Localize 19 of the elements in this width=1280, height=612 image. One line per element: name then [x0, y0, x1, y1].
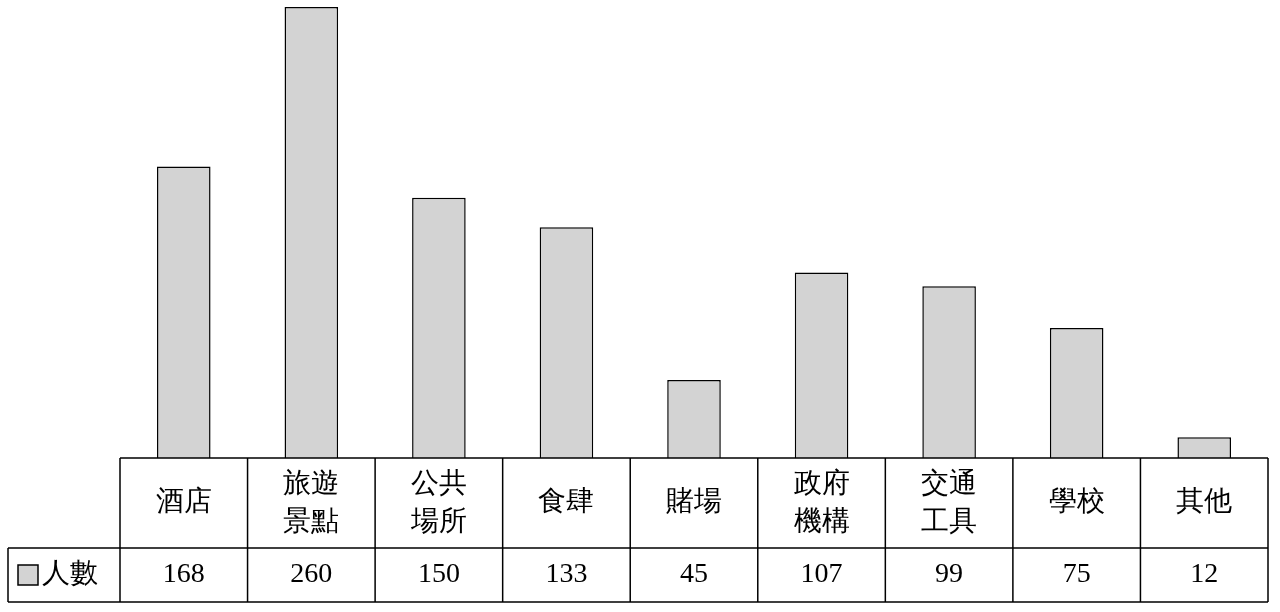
x-tick-label: 賭場	[666, 485, 722, 517]
data-label: 260	[290, 557, 333, 589]
x-tick-label: 公共場所	[409, 467, 467, 537]
data-label: 150	[417, 557, 460, 589]
data-label: 133	[545, 557, 588, 589]
data-label: 12	[1190, 557, 1219, 589]
x-tick-label: 食肆	[538, 485, 595, 517]
data-label: 107	[800, 557, 843, 589]
x-tick-label: 酒店	[155, 485, 212, 517]
data-label: 75	[1062, 557, 1091, 589]
x-tick-label: 交通工具	[921, 467, 978, 537]
x-tick-label: 政府機構	[793, 467, 850, 537]
x-tick-label: 其他	[1176, 485, 1233, 517]
data-label: 45	[680, 557, 708, 589]
data-label: 99	[935, 557, 964, 589]
data-label: 168	[162, 557, 205, 589]
x-tick-label: 旅遊景點	[283, 467, 340, 537]
legend-label: 人數	[42, 557, 98, 589]
x-tick-label: 學校	[1048, 485, 1105, 517]
